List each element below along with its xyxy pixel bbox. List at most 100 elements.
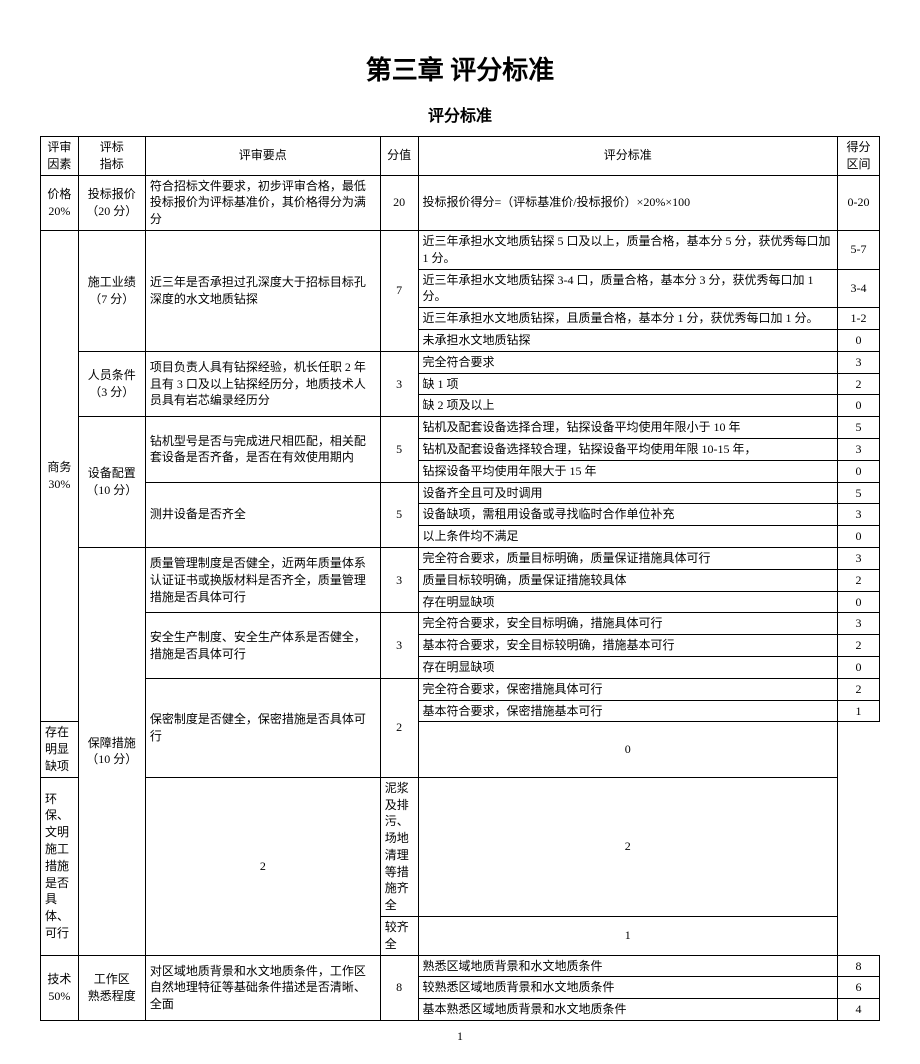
cell: 未承担水文地质钻探	[418, 329, 838, 351]
cell: 近三年承担水文地质钻探 5 口及以上，质量合格，基本分 5 分，获优秀每口加 1…	[418, 230, 838, 269]
table-row: 安全生产制度、安全生产体系是否健全，措施是否具体可行 3 完全符合要求，安全目标…	[41, 613, 880, 635]
th-standard: 评分标准	[418, 137, 838, 176]
cell: 2	[418, 777, 838, 916]
cell: 2	[838, 569, 880, 591]
cell: 保障措施（10 分）	[78, 547, 145, 955]
table-header-row: 评审因素 评标指标 评审要点 分值 评分标准 得分区间	[41, 137, 880, 176]
cell: 熟悉区域地质背景和水文地质条件	[418, 955, 838, 977]
cell: 投标报价得分=（评标基准价/投标报价）×20%×100	[418, 175, 838, 230]
cell: 较熟悉区域地质背景和水文地质条件	[418, 977, 838, 999]
cell: 0	[838, 526, 880, 548]
cell: 缺 1 项	[418, 373, 838, 395]
cell: 3	[380, 613, 418, 678]
cell: 2	[838, 635, 880, 657]
cell: 符合招标文件要求，初步评审合格，最低投标报价为评标基准价，其价格得分为满分	[145, 175, 380, 230]
cell: 3-4	[838, 269, 880, 308]
cell: 人员条件（3 分）	[78, 351, 145, 416]
cell: 环保、文明施工措施是否具体、可行	[41, 777, 79, 955]
cell: 20	[380, 175, 418, 230]
cell: 缺 2 项及以上	[418, 395, 838, 417]
cell: 完全符合要求	[418, 351, 838, 373]
cell: 8	[380, 955, 418, 1020]
table-row: 商务30% 施工业绩（7 分） 近三年是否承担过孔深度大于招标目标孔深度的水文地…	[41, 230, 880, 269]
cell: 保密制度是否健全，保密措施是否具体可行	[145, 678, 380, 777]
cell: 安全生产制度、安全生产体系是否健全，措施是否具体可行	[145, 613, 380, 678]
cell: 5	[838, 417, 880, 439]
cell: 钻机及配套设备选择较合理，钻探设备平均使用年限 10-15 年，	[418, 438, 838, 460]
cell: 投标报价（20 分）	[78, 175, 145, 230]
cell: 完全符合要求，安全目标明确，措施具体可行	[418, 613, 838, 635]
cell: 2	[838, 678, 880, 700]
cell: 完全符合要求，质量目标明确，质量保证措施具体可行	[418, 547, 838, 569]
cell: 存在明显缺项	[41, 722, 79, 777]
th-indicator: 评标指标	[78, 137, 145, 176]
cell: 0	[838, 395, 880, 417]
cell: 质量目标较明确，质量保证措施较具体	[418, 569, 838, 591]
cell: 0	[838, 591, 880, 613]
table-row: 设备配置（10 分） 钻机型号是否与完成进尺相匹配，相关配套设备是否齐备，是否在…	[41, 417, 880, 439]
cell: 对区域地质背景和水文地质条件，工作区自然地理特征等基础条件描述是否清晰、全面	[145, 955, 380, 1020]
cell: 设备配置（10 分）	[78, 417, 145, 548]
table-row: 保密制度是否健全，保密措施是否具体可行 2 完全符合要求，保密措施具体可行 2	[41, 678, 880, 700]
cell: 以上条件均不满足	[418, 526, 838, 548]
page-number: 1	[40, 1029, 880, 1044]
cell: 3	[838, 547, 880, 569]
cell: 价格20%	[41, 175, 79, 230]
cell: 较齐全	[380, 917, 418, 956]
cell: 项目负责人具有钻探经验，机长任职 2 年且有 3 口及以上钻探经历分，地质技术人…	[145, 351, 380, 416]
cell: 2	[838, 373, 880, 395]
cell: 近三年承担水文地质钻探 3-4 口，质量合格，基本分 3 分，获优秀每口加 1 …	[418, 269, 838, 308]
cell: 1	[838, 700, 880, 722]
cell: 泥浆及排污、场地清理等措施齐全	[380, 777, 418, 916]
cell: 商务30%	[41, 230, 79, 721]
cell: 设备缺项，需租用设备或寻找临时合作单位补充	[418, 504, 838, 526]
sub-title: 评分标准	[40, 102, 880, 126]
table-row: 保障措施（10 分） 质量管理制度是否健全，近两年质量体系认证证书或换版材料是否…	[41, 547, 880, 569]
cell: 存在明显缺项	[418, 591, 838, 613]
cell: 5	[380, 482, 418, 547]
cell: 施工业绩（7 分）	[78, 230, 145, 351]
th-factor: 评审因素	[41, 137, 79, 176]
cell: 8	[838, 955, 880, 977]
table-row: 测井设备是否齐全 5 设备齐全且可及时调用 5	[41, 482, 880, 504]
cell: 6	[838, 977, 880, 999]
cell: 工作区熟悉程度	[78, 955, 145, 1020]
cell: 5	[838, 482, 880, 504]
cell: 钻机型号是否与完成进尺相匹配，相关配套设备是否齐备，是否在有效使用期内	[145, 417, 380, 482]
cell: 存在明显缺项	[418, 656, 838, 678]
cell: 1	[418, 917, 838, 956]
th-score: 分值	[380, 137, 418, 176]
cell: 基本熟悉区域地质背景和水文地质条件	[418, 999, 838, 1021]
cell: 0	[838, 656, 880, 678]
cell: 基本符合要求，安全目标较明确，措施基本可行	[418, 635, 838, 657]
cell: 完全符合要求，保密措施具体可行	[418, 678, 838, 700]
cell: 钻机及配套设备选择合理，钻探设备平均使用年限小于 10 年	[418, 417, 838, 439]
cell: 近三年承担水文地质钻探，且质量合格，基本分 1 分，获优秀每口加 1 分。	[418, 308, 838, 330]
cell: 设备齐全且可及时调用	[418, 482, 838, 504]
cell: 3	[380, 547, 418, 612]
cell: 基本符合要求，保密措施基本可行	[418, 700, 838, 722]
table-row: 价格20% 投标报价（20 分） 符合招标文件要求，初步评审合格，最低投标报价为…	[41, 175, 880, 230]
cell: 技术50%	[41, 955, 79, 1020]
cell: 3	[380, 351, 418, 416]
cell: 3	[838, 438, 880, 460]
table-row: 技术50% 工作区熟悉程度 对区域地质背景和水文地质条件，工作区自然地理特征等基…	[41, 955, 880, 977]
th-point: 评审要点	[145, 137, 380, 176]
cell: 2	[145, 777, 380, 955]
cell: 测井设备是否齐全	[145, 482, 380, 547]
cell: 3	[838, 613, 880, 635]
cell: 3	[838, 351, 880, 373]
scoring-table: 评审因素 评标指标 评审要点 分值 评分标准 得分区间 价格20% 投标报价（2…	[40, 136, 880, 1021]
cell: 1-2	[838, 308, 880, 330]
table-row: 人员条件（3 分） 项目负责人具有钻探经验，机长任职 2 年且有 3 口及以上钻…	[41, 351, 880, 373]
cell: 4	[838, 999, 880, 1021]
cell: 钻探设备平均使用年限大于 15 年	[418, 460, 838, 482]
cell: 近三年是否承担过孔深度大于招标目标孔深度的水文地质钻探	[145, 230, 380, 351]
cell: 5	[380, 417, 418, 482]
chapter-title: 第三章 评分标准	[40, 50, 880, 87]
cell: 0-20	[838, 175, 880, 230]
cell: 5-7	[838, 230, 880, 269]
cell: 质量管理制度是否健全，近两年质量体系认证证书或换版材料是否齐全，质量管理措施是否…	[145, 547, 380, 612]
table-row: 环保、文明施工措施是否具体、可行 2 泥浆及排污、场地清理等措施齐全 2	[41, 777, 880, 916]
cell: 3	[838, 504, 880, 526]
